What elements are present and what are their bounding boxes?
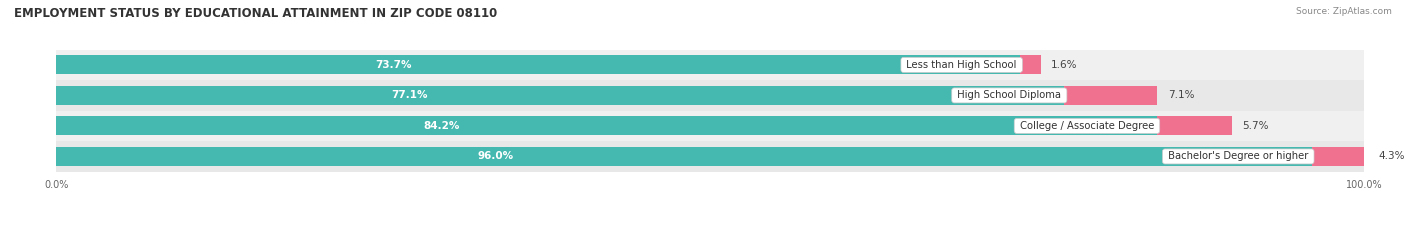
Text: Bachelor's Degree or higher: Bachelor's Degree or higher bbox=[1166, 151, 1312, 161]
Bar bbox=[1019, 55, 1040, 74]
Text: College / Associate Degree: College / Associate Degree bbox=[1017, 121, 1157, 131]
Text: 7.1%: 7.1% bbox=[1167, 90, 1194, 100]
Bar bbox=[1064, 86, 1157, 105]
Bar bbox=[1312, 147, 1368, 166]
Bar bbox=[56, 116, 1157, 135]
Text: 5.7%: 5.7% bbox=[1243, 121, 1268, 131]
Text: 4.3%: 4.3% bbox=[1378, 151, 1405, 161]
Bar bbox=[56, 141, 1364, 172]
Text: Source: ZipAtlas.com: Source: ZipAtlas.com bbox=[1296, 7, 1392, 16]
Text: Less than High School: Less than High School bbox=[904, 60, 1019, 70]
Bar bbox=[56, 147, 1312, 166]
Text: 77.1%: 77.1% bbox=[391, 90, 427, 100]
Text: High School Diploma: High School Diploma bbox=[955, 90, 1064, 100]
Text: 84.2%: 84.2% bbox=[423, 121, 460, 131]
Bar bbox=[56, 55, 1019, 74]
Text: EMPLOYMENT STATUS BY EDUCATIONAL ATTAINMENT IN ZIP CODE 08110: EMPLOYMENT STATUS BY EDUCATIONAL ATTAINM… bbox=[14, 7, 498, 20]
Text: 73.7%: 73.7% bbox=[375, 60, 412, 70]
Bar bbox=[56, 50, 1364, 80]
Text: 1.6%: 1.6% bbox=[1052, 60, 1078, 70]
Bar bbox=[56, 80, 1364, 111]
Bar bbox=[56, 86, 1064, 105]
Bar bbox=[1157, 116, 1232, 135]
Bar bbox=[56, 111, 1364, 141]
Text: 96.0%: 96.0% bbox=[478, 151, 513, 161]
